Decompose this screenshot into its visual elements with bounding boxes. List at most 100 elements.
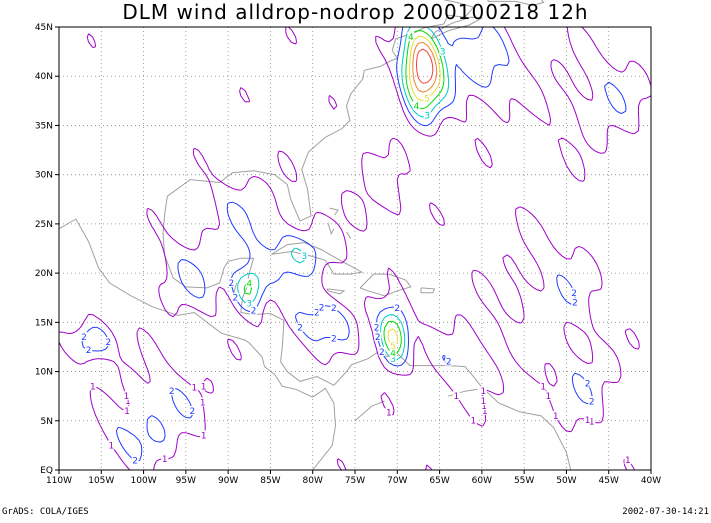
contour-label-bg [300, 251, 308, 261]
contour-label-2: 2 [585, 379, 591, 389]
contour-label-bg [469, 415, 477, 425]
y-tick-label: 45N [35, 23, 53, 33]
contour-label-bg [584, 378, 592, 388]
x-axis-ticks: 110W 105W 100W 95W 90W 85W 80W 75W 70W 65W 60W 55W 5… [46, 470, 661, 486]
contour-label-bg [318, 302, 326, 312]
contour-label-4: 4 [408, 33, 414, 43]
x-tick-label: 95W [176, 476, 196, 486]
contour-label-bg [89, 381, 97, 391]
contour-label-bg [624, 455, 632, 465]
contour-label-1: 1 [471, 416, 477, 426]
x-tick-label: 50W [556, 476, 576, 486]
contour-level-6 [412, 41, 438, 93]
x-tick-label: 105W [88, 476, 114, 486]
y-tick-label: 20N [35, 269, 53, 279]
contour-label-2: 2 [189, 407, 195, 417]
contour-label-2: 2 [251, 307, 257, 317]
contour-label-2: 2 [446, 358, 452, 368]
contour-label-1: 1 [108, 441, 114, 451]
coastline [164, 23, 444, 222]
contour-label-bg [199, 397, 207, 407]
contour-label-bg [313, 307, 321, 317]
contour-label-1: 1 [162, 455, 168, 465]
lat-lon-grid [59, 27, 651, 470]
contour-label-3: 3 [440, 48, 446, 58]
contour-label-bg [161, 453, 169, 463]
contour-label-1: 1 [201, 432, 207, 442]
contour-label-1: 1 [480, 387, 486, 397]
contour-label-bg [385, 407, 393, 417]
contour-label-bg [439, 46, 447, 56]
y-tick-label: 35N [35, 121, 53, 131]
contour-label-bg [190, 382, 198, 392]
contour-label-3: 3 [246, 300, 252, 310]
x-tick-label: 100W [131, 476, 157, 486]
x-tick-label: 85W [260, 476, 280, 486]
y-tick-label: 30N [35, 171, 53, 181]
contour-label-4: 4 [414, 102, 420, 112]
contour-label-bg [479, 386, 487, 396]
contour-label-bg [588, 396, 596, 406]
contour-label-bg [123, 405, 131, 415]
x-tick-label: 90W [218, 476, 238, 486]
contour-level-5 [387, 36, 441, 347]
x-tick-label: 80W [303, 476, 323, 486]
x-tick-label: 40W [641, 476, 661, 486]
contour-label-bg [588, 416, 596, 426]
contour-label-bg [245, 278, 253, 288]
contour-label-bg [330, 333, 338, 343]
contour-label-bg [245, 298, 253, 308]
coastline [58, 218, 337, 471]
contour-label-bg [80, 332, 88, 342]
y-tick-label: 25N [35, 220, 53, 230]
contour-label-bg [389, 348, 397, 358]
contour-label-1: 1 [553, 412, 559, 422]
contour-label-bg [452, 391, 460, 401]
contour-label-2: 2 [86, 346, 92, 356]
contour-label-1: 1 [480, 397, 486, 407]
contour-label-bg [250, 305, 258, 315]
contour-label-4: 4 [246, 279, 252, 289]
contour-label-bg [479, 396, 487, 406]
x-tick-label: 45W [599, 476, 619, 486]
contour-label-2: 2 [572, 299, 578, 309]
contour-label-bg [85, 344, 93, 354]
contour-label-1: 1 [453, 392, 459, 402]
contour-label-1: 1 [625, 456, 631, 466]
contour-label-bg [423, 93, 431, 103]
contour-label-1: 1 [90, 382, 96, 392]
footer-timestamp: 2002-07-30-14:21 [622, 507, 709, 517]
contour-label-1: 1 [482, 407, 488, 417]
contour-label-1: 1 [386, 409, 392, 419]
x-tick-label: 65W [429, 476, 449, 486]
contour-label-bg [584, 414, 592, 424]
map-title: DLM wind alldrop-nodrop 2000100218 12h [122, 0, 589, 24]
contour-label-4: 4 [390, 349, 396, 359]
contour-label-2: 2 [589, 397, 595, 407]
contour-label-bg [122, 391, 130, 401]
contour-label-bg [570, 287, 578, 297]
contour-label-2: 2 [394, 304, 400, 314]
y-tick-label: 40N [35, 72, 53, 82]
coastline [359, 273, 412, 297]
y-axis-ticks: EQ 5N 10N 15N 20N 25N 30N 35N 40N 45N [35, 23, 59, 476]
contour-label-bg [393, 302, 401, 312]
contour-label-bg [571, 297, 579, 307]
y-tick-label: 10N [35, 368, 53, 378]
coastline-layer [58, 0, 572, 471]
contour-label-1: 1 [585, 416, 591, 426]
contour-label-2: 2 [571, 289, 577, 299]
contour-label-bg [131, 455, 139, 465]
contour-label-1: 1 [201, 382, 207, 392]
coastline [354, 400, 385, 422]
footer-credit: GrADS: COLA/IGES [2, 507, 89, 517]
contour-label-1: 1 [481, 402, 487, 412]
contour-label-bg [104, 337, 112, 347]
contour-label-bg [481, 405, 489, 415]
contour-label-2: 2 [374, 323, 380, 333]
contour-label-2: 2 [319, 304, 325, 314]
contour-label-2: 2 [169, 387, 175, 397]
contour-label-bg [231, 292, 239, 302]
coastline [442, 0, 475, 25]
